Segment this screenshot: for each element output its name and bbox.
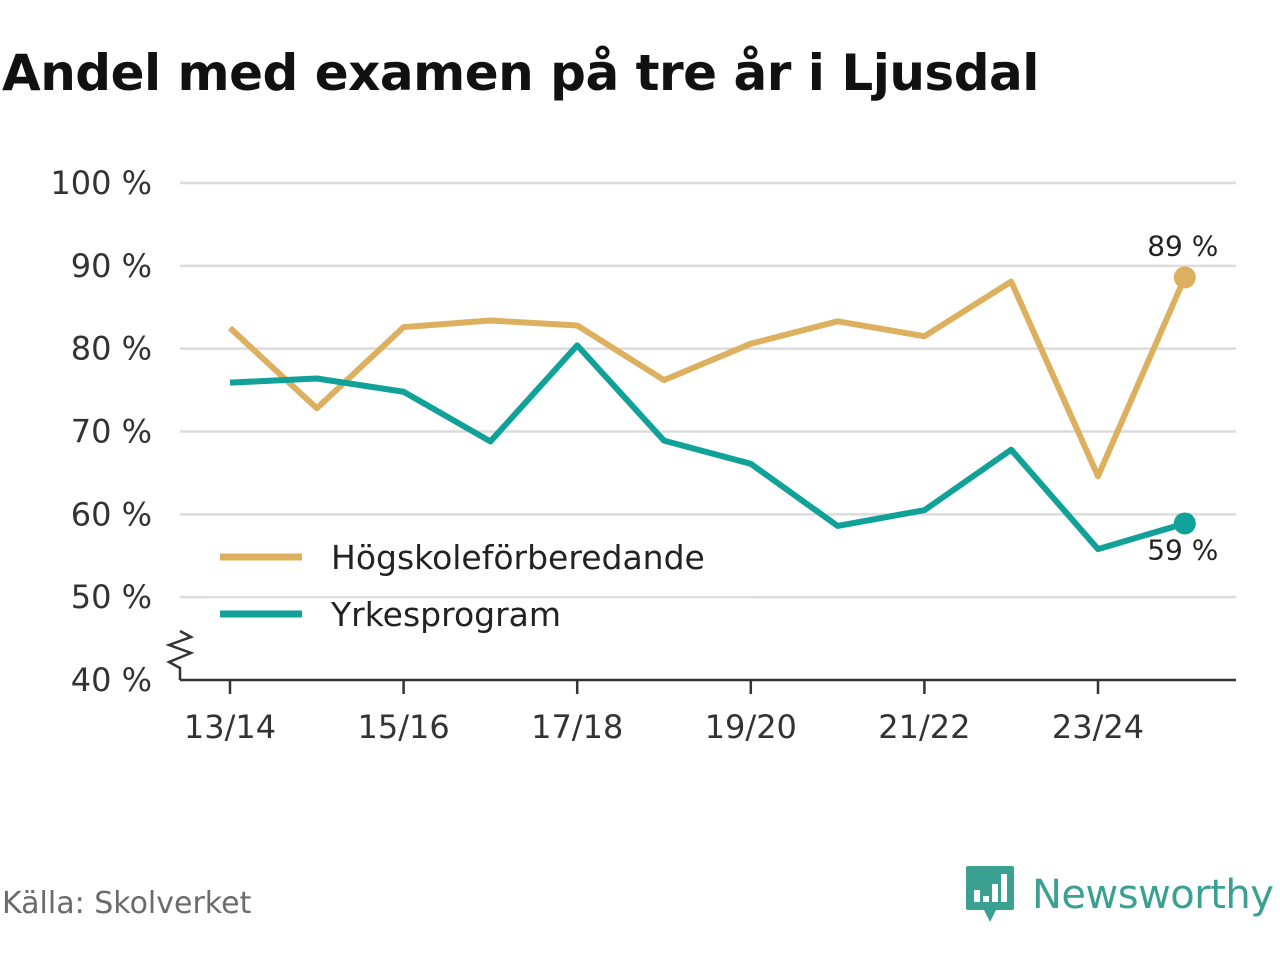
- line-chart: 40 % 50 % 60 % 70 % 80 % 90 % 100 % 13/14 15/16…: [50, 164, 1236, 746]
- grid-lines: [180, 181, 1236, 599]
- newsworthy-logo-icon: [966, 866, 1014, 922]
- y-tick-label: 90 %: [71, 247, 152, 285]
- axis-break-zigzag: [165, 629, 195, 680]
- x-tick-label: 19/20: [705, 708, 797, 746]
- series-line: [227, 276, 1188, 480]
- series-lines: 89 % 59 %: [227, 229, 1218, 566]
- brand-name: Newsworthy: [1032, 872, 1274, 918]
- newsworthy-logo: Newsworthy: [964, 864, 1274, 926]
- legend-label: Högskoleförberedande: [331, 538, 705, 577]
- chart-title: Andel med examen på tre år i Ljusdal: [2, 44, 1039, 102]
- y-tick-label: 60 %: [71, 495, 152, 533]
- x-axis: 13/14 15/16 17/18 19/20 21/22 23/24: [180, 678, 1236, 746]
- legend-background: [206, 528, 758, 596]
- y-tick-label: 40 %: [71, 661, 152, 699]
- legend: Högskoleförberedande Yrkesprogram: [206, 528, 758, 634]
- axis-break-icon: [165, 629, 195, 680]
- series-line: [229, 342, 1186, 553]
- y-tick-label: 50 %: [71, 578, 152, 616]
- series-end-label: 59 %: [1147, 533, 1218, 566]
- x-tick-label: 17/18: [531, 708, 623, 746]
- y-tick-label: 80 %: [71, 330, 152, 368]
- y-tick-label: 100 %: [50, 164, 152, 202]
- source-credit: Källa: Skolverket: [2, 886, 252, 921]
- legend-label: Yrkesprogram: [330, 595, 561, 634]
- x-tick-label: 21/22: [878, 708, 970, 746]
- series-end-point: [1173, 266, 1196, 289]
- series-end-point: [1173, 512, 1196, 535]
- y-axis-tick-labels: 40 % 50 % 60 % 70 % 80 % 90 % 100 %: [50, 164, 152, 699]
- x-tick-label: 13/14: [184, 708, 276, 746]
- x-tick-label: 15/16: [357, 708, 449, 746]
- series-end-label: 89 %: [1147, 229, 1218, 262]
- x-tick-label: 23/24: [1052, 708, 1144, 746]
- y-tick-label: 70 %: [71, 413, 152, 451]
